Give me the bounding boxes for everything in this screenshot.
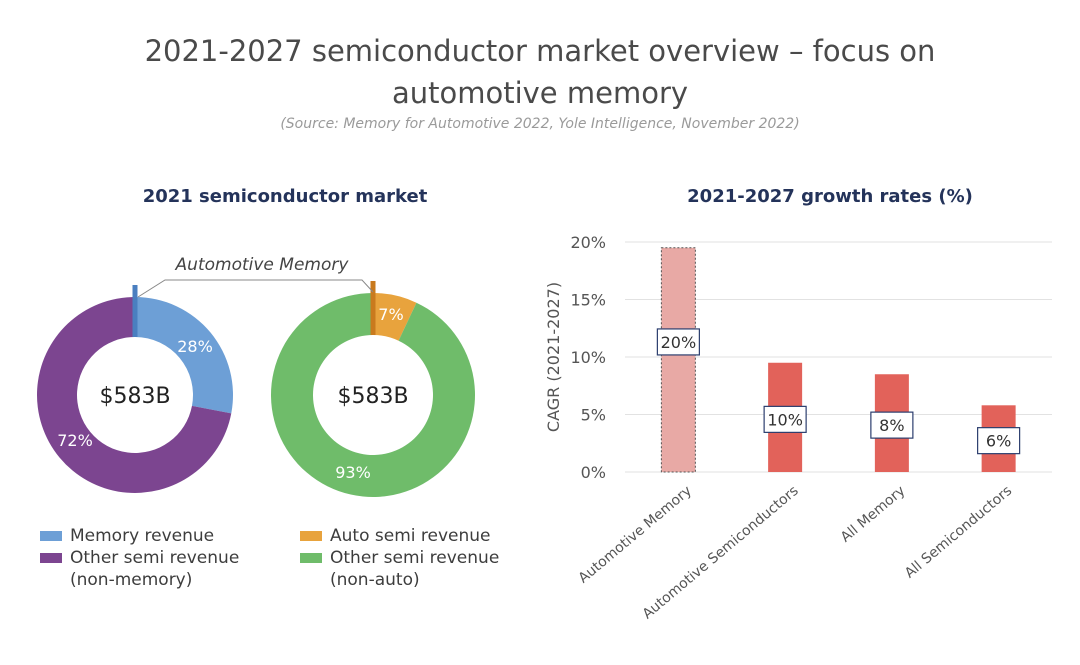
callout-label: Automotive Memory <box>175 255 350 275</box>
legend-item-memory: Memory revenue <box>40 526 214 547</box>
legend-label-non-memory-sub: (non-memory) <box>70 570 193 590</box>
bar-data-label-box-0 <box>656 328 700 356</box>
donut-1-slice-1 <box>270 293 475 497</box>
donut-1-slice-0 <box>373 293 417 341</box>
y-tick-label: 5% <box>581 406 606 425</box>
donut-1-slice-label-1: 93% <box>335 463 371 482</box>
chart-source: (Source: Memory for Automotive 2022, Yol… <box>280 116 800 132</box>
legend-swatch-auto <box>300 531 322 541</box>
bar-data-label-box-1 <box>763 405 807 433</box>
legend-label-non-auto-sub: (non-auto) <box>330 570 420 590</box>
legend-label-non-auto: Other semi revenue <box>330 548 500 568</box>
legend-item-non-auto: Other semi revenue <box>300 548 499 569</box>
callout-line <box>137 279 374 298</box>
y-tick-label: 10% <box>570 348 606 367</box>
legend-swatch-non-auto <box>300 553 322 563</box>
legend-label-non-memory: Other semi revenue <box>70 548 240 568</box>
donut-1-auto-memory-wedge <box>370 281 376 335</box>
donut-0-center-label: $583B <box>99 384 170 409</box>
legend-swatch-memory <box>40 531 62 541</box>
chart-title-line-1: 2021-2027 semiconductor market overview … <box>144 34 936 68</box>
chart-title: 2021-2027 semiconductor market overview … <box>0 30 1080 114</box>
bar-data-label-box-3 <box>977 427 1021 455</box>
donut-0-slice-label-1: 72% <box>57 431 93 450</box>
bar-0 <box>660 247 696 473</box>
donut-1-center-label: $583B <box>337 384 408 409</box>
y-axis-label: CAGR (2021-2027) <box>544 282 563 432</box>
bar-data-label-2: 8% <box>879 416 904 435</box>
x-category-label-2: All Memory <box>838 483 909 546</box>
bar-data-label-1: 10% <box>767 410 803 429</box>
donut-0-slice-label-0: 28% <box>177 337 213 356</box>
chart-title-line-2: automotive memory <box>391 76 689 110</box>
donut-0-slice-0 <box>135 297 233 414</box>
pie-panel-title: 2021 semiconductor market <box>142 186 428 207</box>
bar-data-label-0: 20% <box>661 333 697 352</box>
donut-0-auto-memory-wedge <box>132 285 138 337</box>
x-category-label-0: Automotive Memory <box>576 483 695 587</box>
donut-0-slice-1 <box>36 297 232 493</box>
y-tick-label: 20% <box>570 233 606 252</box>
y-tick-label: 0% <box>581 463 606 482</box>
bar-data-label-3: 6% <box>986 432 1011 451</box>
y-tick-label: 15% <box>570 291 606 310</box>
donut-1-slice-label-0: 7% <box>378 305 403 324</box>
legend-label-auto: Auto semi revenue <box>330 526 491 546</box>
legend-swatch-non-memory <box>40 553 62 563</box>
legend-label-memory: Memory revenue <box>70 526 215 546</box>
legend-item-auto: Auto semi revenue <box>300 526 490 547</box>
bar-panel-title: 2021-2027 growth rates (%) <box>687 186 973 207</box>
bar-data-label-box-2 <box>870 411 914 439</box>
legend-item-non-memory: Other semi revenue <box>40 548 239 569</box>
x-category-label-3: All Semiconductors <box>902 483 1015 582</box>
